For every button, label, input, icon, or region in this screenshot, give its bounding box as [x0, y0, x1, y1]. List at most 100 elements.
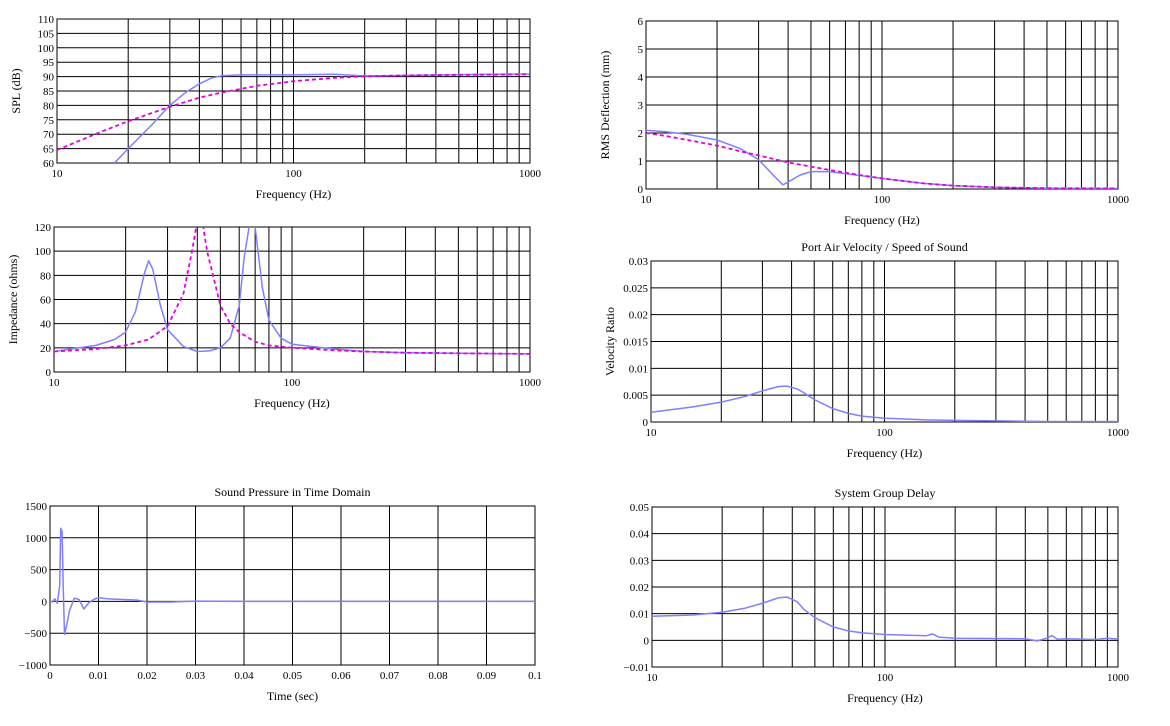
y-tick-label: −500 [24, 628, 47, 640]
y-tick-label: 0 [46, 367, 52, 379]
chart-title: Port Air Velocity / Speed of Sound [801, 240, 967, 254]
x-axis-label: Frequency (Hz) [847, 446, 923, 460]
x-tick-label: 0.08 [428, 670, 448, 682]
y-tick-label: 0.03 [630, 555, 650, 567]
y-tick-label: 4 [638, 72, 644, 84]
port-chart: 0 0.005 0.01 0.015 0.02 0.025 0.03 10 100 1000 Fre… [603, 240, 1130, 460]
plot-frame [651, 506, 1119, 668]
y-tick-label: 1000 [25, 533, 48, 545]
y-tick-label: 0.01 [630, 609, 649, 621]
series-line-dashed [646, 132, 1118, 189]
x-tick-label: 100 [877, 672, 894, 684]
y-tick-label: 0 [638, 184, 644, 196]
x-tick-label: 0.1 [528, 670, 542, 682]
x-tick-label: 10 [647, 672, 659, 684]
x-tick-label: 0.06 [331, 670, 351, 682]
x-tick-label: 0.04 [234, 670, 254, 682]
x-axis-label: Time (sec) [267, 689, 318, 703]
x-tick-label: 1000 [519, 377, 542, 389]
x-tick-label: 0.07 [380, 670, 400, 682]
y-tick-label: 60 [40, 295, 52, 307]
x-tick-label: 10 [646, 427, 658, 439]
y-tick-label: 0.02 [629, 310, 648, 322]
y-tick-label: 80 [43, 100, 55, 112]
plot-frame [645, 20, 1119, 190]
plot-frame [650, 260, 1119, 423]
x-tick-label: 0.09 [477, 670, 497, 682]
y-tick-label: 120 [35, 222, 52, 234]
y-tick-label: 2 [638, 128, 644, 140]
spl-chart: 60 65 70 75 80 85 90 95 100 105 110 10 100 1000 Freque… [9, 14, 542, 201]
x-tick-label: 1000 [1107, 672, 1130, 684]
y-tick-label: 3 [638, 100, 644, 112]
x-tick-label: 100 [285, 168, 302, 180]
y-tick-label: 0.005 [623, 390, 648, 402]
series-line-solid [652, 596, 1118, 642]
time-chart: −1000 −500 0 500 1000 1500 0 0.01 0.02 0.03 0.04 0.… [19, 485, 542, 703]
x-tick-label: 10 [641, 194, 653, 206]
y-tick-label: 100 [38, 43, 55, 55]
y-tick-label: 0 [644, 635, 650, 647]
y-tick-label: 1500 [25, 501, 48, 513]
y-tick-label: 0.025 [623, 283, 648, 295]
chart-title: System Group Delay [835, 486, 936, 500]
plot-frame [56, 18, 531, 164]
y-tick-label: 40 [40, 319, 52, 331]
y-tick-label: 1 [638, 156, 644, 168]
series-line-solid [54, 227, 530, 355]
delay-chart: −0.01 0 0.01 0.02 0.03 0.04 0.05 10 100 1000 Frequ… [624, 486, 1130, 705]
y-axis-label: Velocity Ratio [603, 307, 617, 376]
impedance-chart: 0 20 40 60 80 100 120 10 100 1000 Frequency (Hz) Im… [6, 222, 542, 410]
y-tick-label: 70 [43, 129, 55, 141]
x-tick-label: 100 [284, 377, 301, 389]
x-axis-label: Frequency (Hz) [256, 187, 332, 201]
y-tick-label: 0.04 [630, 529, 650, 541]
series-line-dashed [54, 227, 530, 355]
y-tick-label: 0.015 [623, 337, 648, 349]
x-tick-label: 0.03 [186, 670, 206, 682]
y-tick-label: 0 [643, 417, 649, 429]
x-tick-label: 0.01 [89, 670, 108, 682]
x-tick-label: 1000 [1107, 427, 1130, 439]
y-tick-label: 80 [40, 270, 52, 282]
x-axis-label: Frequency (Hz) [847, 691, 923, 705]
y-tick-label: 0.02 [630, 582, 649, 594]
y-axis-label: RMS Deflection (mm) [598, 51, 612, 160]
y-tick-label: 0.03 [629, 256, 649, 268]
y-tick-label: 0 [42, 596, 48, 608]
x-tick-label: 1000 [1107, 194, 1130, 206]
y-tick-label: 75 [43, 115, 55, 127]
y-tick-label: 5 [638, 44, 644, 56]
series-line-solid [50, 527, 535, 636]
x-tick-label: 0.02 [137, 670, 156, 682]
x-tick-label: 0.05 [283, 670, 303, 682]
x-tick-label: 100 [876, 427, 893, 439]
chart-title: Sound Pressure in Time Domain [214, 485, 370, 499]
plot-frame [49, 505, 536, 666]
x-tick-label: 10 [52, 168, 64, 180]
y-tick-label: 500 [31, 565, 48, 577]
y-tick-label: 20 [40, 343, 52, 355]
y-tick-label: 65 [43, 144, 55, 156]
y-tick-label: 6 [638, 16, 644, 28]
x-axis-label: Frequency (Hz) [254, 396, 330, 410]
y-tick-label: 0.01 [629, 363, 648, 375]
y-tick-label: 0.05 [630, 502, 650, 514]
x-tick-label: 10 [49, 377, 61, 389]
y-tick-label: 105 [38, 28, 55, 40]
series-line-solid [113, 73, 530, 163]
y-tick-label: 90 [43, 72, 55, 84]
plot-frame [53, 226, 531, 373]
y-tick-label: 110 [38, 14, 55, 26]
x-tick-label: 100 [874, 194, 891, 206]
series-line-solid [651, 385, 1118, 422]
y-tick-label: 100 [35, 246, 52, 258]
y-axis-label: SPL (dB) [9, 68, 23, 113]
y-tick-label: −0.01 [624, 662, 649, 674]
rms-chart: 0 1 2 3 4 5 6 10 100 1000 Frequency (Hz) RMS Deflec… [598, 16, 1130, 227]
y-tick-label: 85 [43, 86, 55, 98]
y-axis-label: Impedance (ohms) [6, 255, 20, 345]
y-tick-label: 95 [43, 57, 55, 69]
